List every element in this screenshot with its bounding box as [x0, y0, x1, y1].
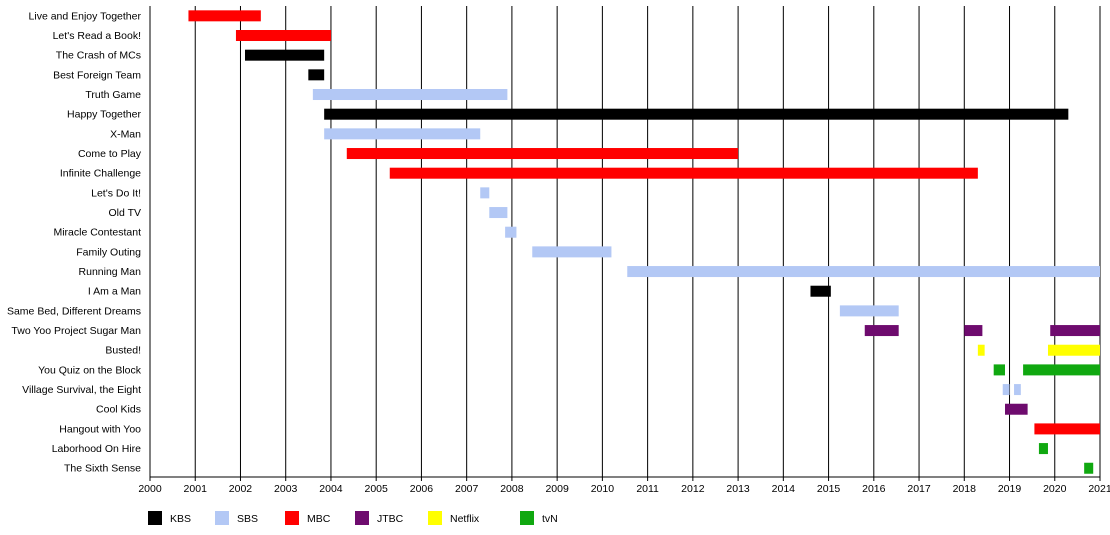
bar-kbs-2-0 — [245, 49, 325, 61]
row-label: Family Outing — [76, 246, 141, 258]
x-tick-label: 2020 — [1043, 483, 1067, 495]
bar-sbs-15-0 — [839, 305, 899, 317]
x-tick-label: 2009 — [545, 483, 569, 495]
row-label: Come to Play — [78, 148, 142, 160]
bar-kbs-5-0 — [324, 108, 1069, 120]
x-tick-label: 2011 — [636, 483, 659, 495]
bar-sbs-6-0 — [324, 128, 481, 140]
legend-swatch-netflix — [428, 511, 442, 525]
row-label: Live and Enjoy Together — [29, 10, 142, 22]
bar-sbs-11-0 — [505, 226, 517, 238]
x-tick-label: 2008 — [500, 483, 524, 495]
row-labels: Live and Enjoy Together Let's Read a Book… — [7, 10, 142, 474]
row-label: Best Foreign Team — [53, 69, 141, 81]
x-tick-label: 2000 — [138, 483, 162, 495]
bar-mbc-21-0 — [1034, 423, 1100, 435]
bar-jtbc-16-2 — [1050, 325, 1100, 337]
x-tick-label: 2007 — [455, 483, 479, 495]
row-label: Hangout with Yoo — [59, 423, 141, 435]
legend-label-kbs: KBS — [170, 513, 191, 525]
legend-label-netflix: Netflix — [450, 513, 480, 525]
x-tick-label: 2016 — [862, 483, 886, 495]
bars — [188, 10, 1100, 474]
bar-tvn-22-0 — [1038, 443, 1048, 455]
row-label: Let's Do It! — [91, 187, 141, 199]
row-label: Truth Game — [85, 89, 141, 101]
row-label: Laborhood On Hire — [52, 443, 141, 455]
row-label: Happy Together — [67, 109, 141, 121]
x-tick-label: 2017 — [907, 483, 931, 495]
legend-label-jtbc: JTBC — [377, 513, 404, 525]
row-label: The Crash of MCs — [56, 50, 141, 62]
x-tick-label: 2006 — [410, 483, 434, 495]
legend-swatch-mbc — [285, 511, 299, 525]
row-label: Same Bed, Different Dreams — [7, 305, 141, 317]
row-label: Old TV — [109, 207, 141, 219]
bar-jtbc-16-0 — [864, 325, 899, 337]
legend-swatch-jtbc — [355, 511, 369, 525]
bar-mbc-0-0 — [188, 10, 261, 22]
bar-sbs-12-0 — [532, 246, 612, 258]
x-tick-label: 2002 — [229, 483, 253, 495]
legend-label-tvn: tvN — [542, 513, 558, 525]
row-label: Busted! — [105, 345, 141, 357]
row-label: Village Survival, the Eight — [22, 384, 141, 396]
bar-tvn-23-0 — [1084, 462, 1094, 474]
bar-sbs-9-0 — [480, 187, 490, 199]
x-tick-label: 2019 — [998, 483, 1022, 495]
x-tick-label: 2012 — [681, 483, 705, 495]
legend: KBS SBS MBC JTBC Netflix tvN — [148, 511, 558, 525]
legend-swatch-kbs — [148, 511, 162, 525]
legend-label-sbs: SBS — [237, 513, 258, 525]
bar-mbc-7-0 — [346, 148, 739, 160]
bar-kbs-14-0 — [810, 285, 831, 297]
bar-netflix-17-1 — [1047, 344, 1100, 356]
row-label: The Sixth Sense — [64, 463, 141, 475]
bar-sbs-10-0 — [489, 207, 508, 219]
row-label: Two Yoo Project Sugar Man — [11, 325, 141, 337]
legend-swatch-tvn — [520, 511, 534, 525]
x-tick-label: 2004 — [319, 483, 343, 495]
x-tick-label: 2015 — [817, 483, 841, 495]
row-label: Running Man — [79, 266, 142, 278]
bar-tvn-18-0 — [993, 364, 1005, 376]
bar-sbs-19-1 — [1014, 384, 1021, 396]
bar-sbs-4-0 — [312, 89, 508, 101]
row-label: Cool Kids — [96, 404, 141, 416]
x-tick-label: 2001 — [184, 483, 208, 495]
bar-netflix-17-0 — [977, 344, 985, 356]
bar-mbc-1-0 — [235, 30, 331, 42]
row-label: Miracle Contestant — [53, 227, 141, 239]
bar-tvn-18-1 — [1023, 364, 1100, 376]
row-label: I Am a Man — [88, 286, 141, 298]
bar-kbs-3-0 — [308, 69, 325, 81]
x-tick-label: 2013 — [726, 483, 750, 495]
bar-sbs-19-0 — [1002, 384, 1010, 396]
row-label: Let's Read a Book! — [53, 30, 141, 42]
row-label: You Quiz on the Block — [38, 364, 142, 376]
x-tick-label: 2014 — [772, 483, 796, 495]
x-tick-label: 2005 — [365, 483, 389, 495]
bar-jtbc-16-1 — [964, 325, 983, 337]
bar-mbc-8-0 — [389, 167, 978, 179]
bar-sbs-13-0 — [627, 266, 1100, 278]
grid-lines — [149, 6, 1101, 477]
x-tick-label: 2003 — [274, 483, 298, 495]
row-label: X-Man — [110, 128, 141, 140]
row-label: Infinite Challenge — [60, 168, 141, 180]
legend-swatch-sbs — [215, 511, 229, 525]
x-tick-label: 2010 — [591, 483, 615, 495]
legend-label-mbc: MBC — [307, 513, 331, 525]
x-tick-label: 2018 — [953, 483, 977, 495]
x-axis: 2000 2001 2002 2003 2004 2005 2006 2007 2008 2009… — [138, 476, 1110, 495]
bar-jtbc-20-0 — [1005, 403, 1028, 415]
x-tick-label: 2021 — [1088, 483, 1110, 495]
